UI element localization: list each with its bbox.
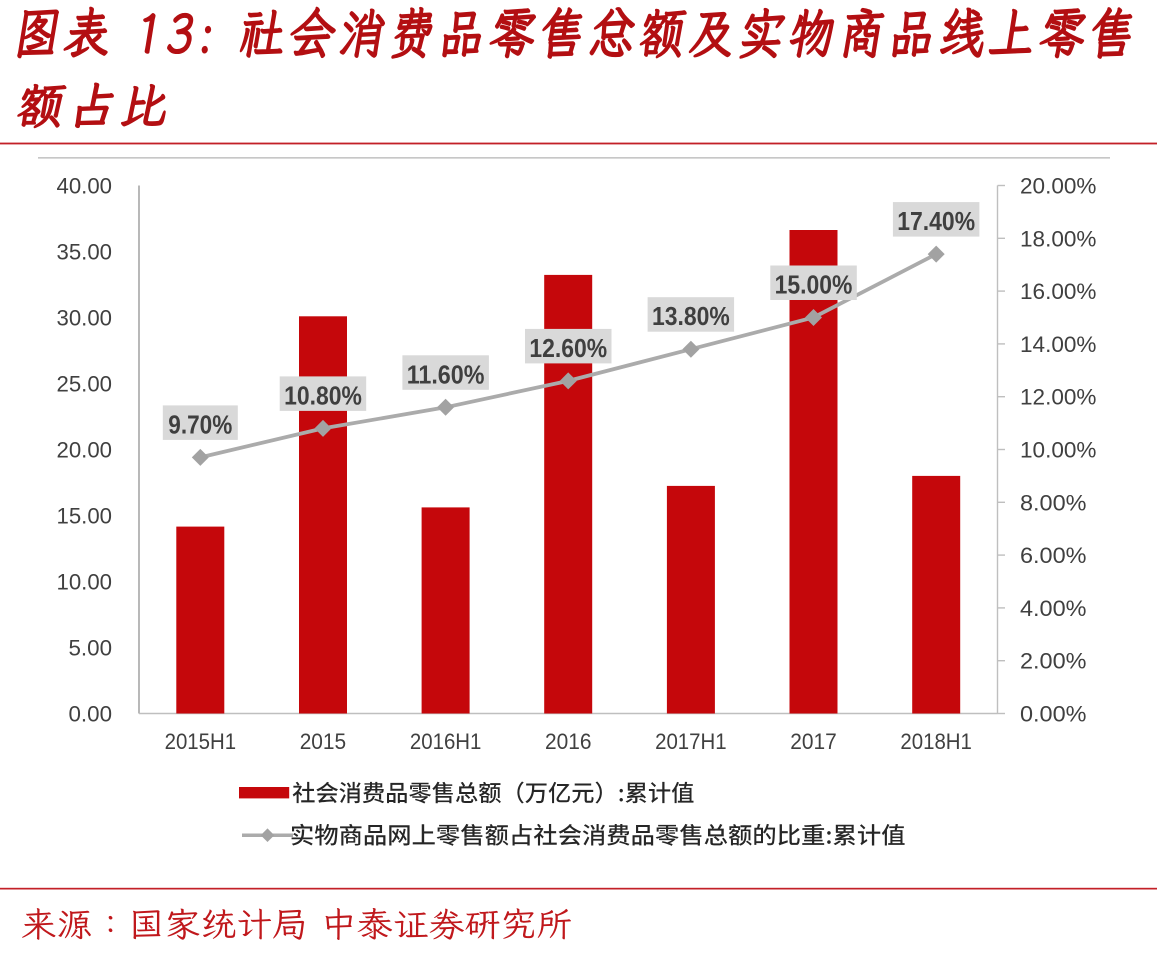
svg-text:30.00: 30.00 xyxy=(57,306,113,331)
svg-text:9.70%: 9.70% xyxy=(168,412,232,440)
svg-text:12.00%: 12.00% xyxy=(1020,385,1097,410)
svg-text:17.40%: 17.40% xyxy=(897,208,975,236)
svg-text:15.00: 15.00 xyxy=(57,504,113,529)
svg-text:0.00%: 0.00% xyxy=(1020,702,1087,727)
svg-text:2017H1: 2017H1 xyxy=(655,729,727,754)
svg-text:4.00%: 4.00% xyxy=(1020,596,1087,621)
svg-text:18.00%: 18.00% xyxy=(1020,226,1097,251)
svg-text:15.00%: 15.00% xyxy=(775,272,853,300)
svg-text:16.00%: 16.00% xyxy=(1020,279,1097,304)
svg-text:20.00%: 20.00% xyxy=(1020,174,1097,199)
svg-text:25.00: 25.00 xyxy=(57,372,113,397)
svg-text:2017: 2017 xyxy=(790,729,837,754)
svg-text:2015: 2015 xyxy=(300,729,347,754)
svg-text:10.00%: 10.00% xyxy=(1020,438,1097,463)
svg-text:40.00: 40.00 xyxy=(57,174,113,199)
svg-text:5.00: 5.00 xyxy=(69,636,113,661)
svg-text:2015H1: 2015H1 xyxy=(165,729,237,754)
svg-text:6.00%: 6.00% xyxy=(1020,543,1087,568)
svg-text:14.00%: 14.00% xyxy=(1020,332,1097,357)
svg-text:13.80%: 13.80% xyxy=(652,303,730,331)
svg-text:10.80%: 10.80% xyxy=(284,382,362,410)
svg-text:2016: 2016 xyxy=(545,729,592,754)
svg-text:20.00: 20.00 xyxy=(57,438,113,463)
svg-text:2016H1: 2016H1 xyxy=(410,729,482,754)
svg-text:35.00: 35.00 xyxy=(57,240,113,265)
svg-text:2018H1: 2018H1 xyxy=(900,729,972,754)
svg-text:12.60%: 12.60% xyxy=(529,335,607,363)
svg-text:11.60%: 11.60% xyxy=(407,361,485,389)
svg-text:8.00%: 8.00% xyxy=(1020,490,1087,515)
svg-text:10.00: 10.00 xyxy=(57,570,113,595)
svg-text:0.00: 0.00 xyxy=(69,702,113,727)
svg-text:2.00%: 2.00% xyxy=(1020,649,1087,674)
